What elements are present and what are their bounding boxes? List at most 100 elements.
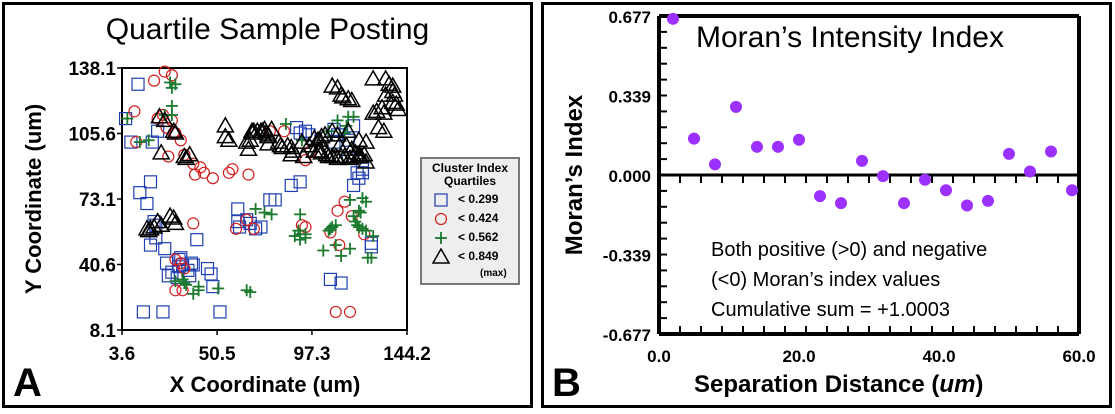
point-triangle — [335, 147, 354, 164]
point-plus — [322, 125, 335, 138]
point-square — [145, 135, 159, 149]
point-triangle — [292, 132, 312, 149]
point-square — [158, 242, 172, 256]
panel-b: 0.677 0.339 0.000 -0.339 -0.677 0.0 20.0 40.0 60… — [541, 2, 1112, 408]
point-circle — [277, 125, 291, 138]
point-plus — [178, 277, 191, 290]
moran-point — [772, 140, 784, 153]
x-tick-label-a: 144.2 — [383, 344, 431, 365]
point-circle — [128, 105, 141, 118]
point-plus — [317, 244, 330, 257]
y-tick-label-a: 138.1 — [68, 59, 116, 80]
point-plus — [352, 204, 365, 217]
point-triangle — [237, 132, 256, 149]
moran-point — [1045, 145, 1057, 158]
moran-point — [856, 154, 868, 167]
point-plus — [322, 224, 335, 237]
point-plus — [169, 275, 182, 288]
point-triangle — [240, 130, 260, 148]
point-plus — [360, 224, 373, 237]
point-circle — [162, 150, 175, 163]
point-square — [131, 77, 145, 91]
point-square — [346, 178, 361, 193]
y-tick-label-b: -0.677 — [603, 326, 651, 345]
legend-note: (max) — [480, 268, 507, 279]
x-tick-label-b: 60.0 — [1062, 347, 1095, 366]
point-triangle — [176, 148, 196, 166]
point-plus — [354, 206, 367, 219]
point-plus — [265, 208, 278, 221]
point-plus — [335, 249, 348, 262]
point-triangle — [312, 143, 331, 160]
point-triangle — [164, 208, 183, 225]
point-square — [293, 126, 307, 140]
point-triangle — [356, 152, 376, 169]
point-triangle — [356, 132, 376, 149]
point-triangle — [239, 139, 258, 157]
point-square — [133, 186, 147, 200]
point-circle — [343, 305, 357, 319]
x-tick-label-b: 20.0 — [782, 347, 815, 366]
point-triangle — [338, 121, 358, 138]
point-square — [323, 272, 338, 287]
x-axis-title-b: Separation Distance (um) — [694, 371, 983, 399]
point-triangle — [315, 125, 335, 142]
point-triangle — [374, 103, 394, 120]
point-square — [143, 238, 158, 252]
point-triangle — [283, 141, 303, 158]
y-tick-label-b: 0.000 — [608, 167, 651, 186]
point-plus — [212, 282, 225, 295]
point-square — [268, 193, 282, 207]
point-square — [165, 265, 179, 279]
point-plus — [279, 118, 292, 131]
point-plus — [360, 195, 373, 208]
scatter-plot-b: 0.677 0.339 0.000 -0.339 -0.677 0.0 20.0 40.0 60… — [561, 8, 1096, 366]
moran-point — [940, 184, 952, 197]
point-circle — [329, 305, 342, 319]
point-square — [248, 222, 263, 236]
point-square — [284, 178, 298, 193]
point-circle — [158, 65, 171, 78]
point-plus — [361, 251, 374, 264]
point-plus — [344, 242, 356, 255]
point-circle — [247, 222, 260, 235]
moran-point — [919, 173, 931, 186]
point-triangle — [333, 87, 353, 104]
moran-point — [835, 197, 847, 210]
y-tick-label-b: -0.339 — [603, 247, 651, 266]
point-triangle — [258, 125, 278, 142]
legend-plus-icon — [435, 232, 447, 244]
y-tick-label-b: 0.339 — [608, 87, 651, 106]
point-triangle — [354, 145, 374, 162]
series-triangle — [137, 69, 408, 238]
point-plus — [324, 222, 337, 235]
point-plus — [121, 112, 134, 125]
x-tick-label-a: 97.3 — [293, 344, 330, 365]
point-plus — [331, 114, 344, 127]
x-tick-label-a: 3.6 — [109, 344, 135, 365]
moran-point — [688, 132, 700, 145]
x-tick-label-a: 50.5 — [199, 344, 236, 365]
point-triangle — [328, 148, 347, 166]
point-triangle — [349, 147, 369, 164]
point-triangle — [342, 91, 362, 108]
annotation-line-2: (<0) Moran’s index values — [711, 269, 941, 291]
x-axis-title-b-end: ) — [975, 371, 984, 398]
chart-title-a: Quartile Sample Posting — [105, 13, 430, 46]
point-plus — [165, 81, 178, 94]
point-triangle — [363, 69, 383, 86]
point-triangle — [338, 89, 358, 106]
point-plus — [342, 110, 355, 123]
moran-point — [961, 199, 973, 212]
point-plus — [344, 193, 356, 206]
point-triangle — [164, 121, 183, 138]
point-triangle — [387, 94, 406, 111]
moran-point — [709, 158, 721, 171]
point-circle — [206, 172, 219, 185]
point-triangle — [273, 137, 292, 155]
point-plus — [299, 228, 312, 241]
chart-title-b: Moran’s Intensity Index — [696, 21, 1004, 54]
moran-point — [1003, 147, 1015, 160]
y-tick-label-b: 0.677 — [608, 8, 651, 27]
x-tick-label-b: 40.0 — [922, 347, 955, 366]
